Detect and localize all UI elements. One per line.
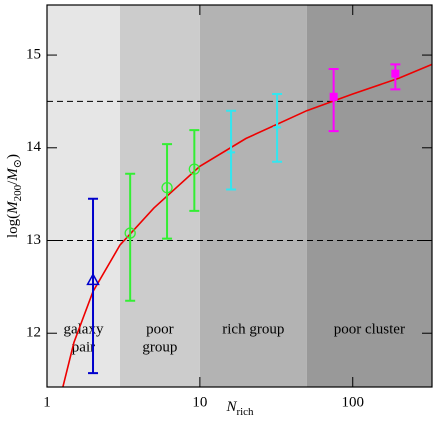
marker-square	[391, 69, 400, 78]
band-label: pair	[72, 339, 95, 355]
y-label-m2: M	[5, 167, 21, 182]
marker-cross	[273, 123, 282, 132]
band-label: poor cluster	[334, 321, 405, 337]
error-bar	[125, 172, 136, 302]
band	[47, 5, 120, 387]
y-label-suffix: )	[5, 154, 21, 159]
y-tick-label: 14	[26, 139, 42, 155]
marker-triangle	[86, 272, 100, 286]
band-label: group	[142, 339, 177, 355]
y-label-sub1: 200	[12, 184, 24, 201]
marker-cross	[227, 148, 236, 157]
x-tick-label: 100	[341, 394, 364, 410]
error-bar	[162, 143, 173, 240]
y-label-mid: /	[5, 180, 21, 185]
x-axis-label: Nrich	[225, 399, 254, 417]
x-tick-label: 1	[43, 394, 51, 410]
plot-frame	[46, 4, 433, 388]
marker-circle	[161, 182, 173, 194]
marker-circle	[124, 227, 136, 239]
band-label: rich group	[222, 321, 284, 337]
band-label: poor	[146, 321, 174, 337]
fit-curve	[62, 63, 432, 387]
band-label: galaxy	[63, 321, 103, 337]
y-label-prefix: log(	[5, 214, 21, 238]
y-label-sub2: ⊙	[12, 159, 24, 168]
y-axis-label: log(M200/M⊙)	[5, 154, 23, 238]
band	[119, 5, 200, 387]
x-label-sub: rich	[236, 406, 254, 418]
marker-circle	[188, 163, 200, 175]
y-tick-label: 15	[26, 47, 41, 63]
error-bar	[189, 129, 200, 212]
band	[199, 5, 307, 387]
y-label-m1: M	[5, 200, 21, 215]
x-tick-label: 10	[192, 394, 207, 410]
error-bar	[88, 197, 99, 375]
x-label-main: N	[225, 399, 237, 415]
band	[306, 5, 432, 387]
marker-square	[329, 92, 338, 101]
y-tick-label: 13	[26, 232, 41, 248]
y-tick-label: 12	[26, 325, 41, 341]
